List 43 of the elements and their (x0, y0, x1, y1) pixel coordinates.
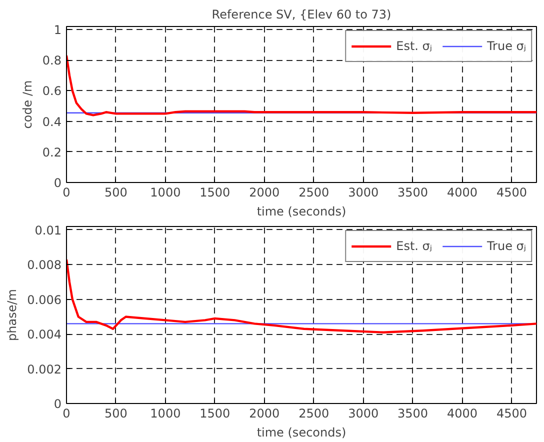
x-tick-label: 1000 (150, 186, 181, 200)
y-tick-label: 0.4 (42, 114, 62, 129)
y-tick-label: 1 (54, 23, 62, 38)
y-tick-label: 0.6 (42, 84, 62, 98)
y-tick-label: 0 (54, 176, 62, 190)
line-series (66, 258, 536, 334)
x-tick-label: 2000 (249, 186, 280, 200)
y-tick-label: 0.2 (42, 145, 62, 160)
y-axis-title: code /m (20, 80, 34, 129)
x-tick-label: 500 (104, 406, 128, 420)
x-tick-label: 2500 (298, 406, 330, 420)
x-tick-label: 500 (104, 186, 128, 200)
y-tick-label: 0.008 (27, 258, 62, 272)
y-axis-title: phase/m (5, 289, 20, 341)
x-tick-label: 1000 (150, 406, 181, 420)
x-tick-label: 4000 (447, 406, 478, 420)
legend-label: True σⱼ (486, 239, 526, 253)
x-tick-label: 3000 (348, 406, 379, 420)
x-tick-label: 4500 (496, 186, 528, 200)
x-tick-label: 2000 (249, 406, 280, 420)
y-tick-label: 0.002 (27, 362, 62, 376)
y-tick-label: 0.006 (27, 292, 62, 307)
chart-title: Reference SV, {Elev 60 to 73) (212, 8, 392, 22)
x-axis-title: time (seconds) (256, 204, 346, 218)
line-series (66, 54, 536, 116)
y-tick-label: 0 (54, 397, 62, 411)
legend-label: True σⱼ (486, 39, 526, 53)
y-tick-label: 0.01 (34, 223, 62, 238)
legend-label: Est. σⱼ (396, 239, 432, 253)
x-tick-label: 2500 (298, 186, 330, 200)
x-tick-label: 4500 (496, 406, 528, 420)
y-tick-label: 0.004 (27, 328, 62, 342)
x-tick-label: 3500 (398, 406, 428, 420)
x-axis-title: time (seconds) (256, 426, 346, 440)
y-tick-label: 0.8 (42, 54, 62, 68)
x-tick-label: 3500 (398, 186, 428, 200)
x-tick-label: 0 (62, 406, 70, 420)
x-tick-label: 1500 (200, 186, 230, 200)
legend-label: Est. σⱼ (396, 39, 432, 53)
x-tick-label: 1500 (200, 406, 230, 420)
x-tick-label: 4000 (447, 186, 478, 200)
x-tick-label: 0 (62, 186, 70, 200)
x-tick-label: 3000 (348, 186, 379, 200)
